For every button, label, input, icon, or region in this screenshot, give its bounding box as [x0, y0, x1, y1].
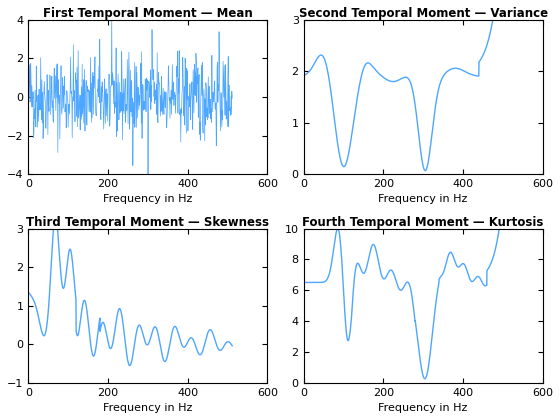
X-axis label: Frequency in Hz: Frequency in Hz [103, 194, 193, 205]
Title: Fourth Temporal Moment — Kurtosis: Fourth Temporal Moment — Kurtosis [302, 215, 544, 228]
Title: Second Temporal Moment — Variance: Second Temporal Moment — Variance [298, 7, 548, 20]
X-axis label: Frequency in Hz: Frequency in Hz [379, 403, 468, 413]
Title: Third Temporal Moment — Skewness: Third Temporal Moment — Skewness [26, 215, 269, 228]
X-axis label: Frequency in Hz: Frequency in Hz [379, 194, 468, 205]
Title: First Temporal Moment — Mean: First Temporal Moment — Mean [43, 7, 253, 20]
X-axis label: Frequency in Hz: Frequency in Hz [103, 403, 193, 413]
